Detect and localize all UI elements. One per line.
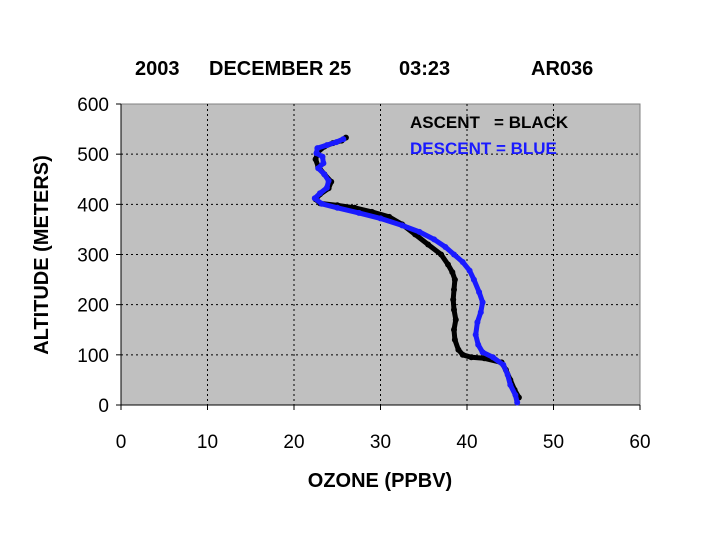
descent-point	[333, 139, 340, 146]
descent-point	[334, 204, 341, 211]
ascent-point	[445, 261, 451, 268]
ascent-point	[451, 306, 457, 313]
descent-point	[474, 319, 481, 326]
y-axis-label: ALTITUDE (METERS)	[31, 155, 53, 355]
x-tick-label: 10	[197, 432, 218, 453]
ascent-point	[481, 355, 488, 362]
descent-point	[320, 160, 327, 167]
chart-title: 2003 DECEMBER 25 03:23 AR036	[135, 58, 593, 80]
ascent-point	[468, 354, 475, 361]
title-year: 2003	[135, 58, 180, 80]
x-tick-label: 60	[629, 432, 650, 453]
y-tick-label: 500	[77, 145, 109, 166]
ascent-point	[451, 326, 457, 333]
descent-point	[319, 153, 326, 160]
descent-point	[507, 381, 514, 388]
x-tick-labels: 0 10 20 30 40 50 60	[116, 432, 651, 453]
descent-point	[431, 236, 438, 243]
x-tick-label: 30	[370, 432, 391, 453]
descent-point	[504, 371, 511, 378]
descent-point	[442, 244, 449, 250]
ascent-point	[450, 296, 457, 303]
descent-point	[470, 276, 477, 283]
descent-point	[399, 222, 406, 229]
descent-point	[459, 259, 466, 265]
descent-point	[512, 392, 519, 398]
descent-point	[479, 349, 486, 356]
legend-ascent: ASCENT = BLACK	[410, 113, 569, 132]
ascent-point	[459, 351, 466, 358]
descent-point	[416, 228, 423, 235]
axis-ticks	[116, 103, 641, 410]
y-tick-label: 100	[77, 346, 109, 367]
descent-point	[311, 195, 318, 202]
legend-descent: DESCENT = BLUE	[410, 139, 557, 158]
descent-point	[340, 136, 347, 143]
x-tick-label: 40	[456, 432, 477, 453]
title-flight-id: AR036	[531, 58, 593, 80]
descent-point	[451, 251, 457, 258]
ascent-point	[312, 156, 319, 163]
descent-point	[318, 200, 325, 207]
x-tick-label: 50	[543, 432, 564, 453]
descent-point	[377, 215, 384, 222]
title-date: DECEMBER 25	[209, 58, 351, 80]
ascent-point	[438, 251, 445, 258]
ascent-point	[455, 346, 462, 353]
descent-point	[475, 341, 482, 348]
y-tick-label: 0	[98, 396, 109, 417]
gridlines	[121, 104, 640, 405]
title-time: 03:23	[399, 58, 450, 80]
y-tick-label: 300	[77, 246, 109, 267]
ascent-point	[449, 269, 456, 276]
descent-point	[323, 142, 330, 149]
y-tick-label: 200	[77, 296, 109, 317]
y-tick-labels: 0 100 200 300 400 500 600	[77, 95, 109, 417]
x-tick-label: 0	[116, 432, 127, 453]
descent-series	[311, 136, 521, 406]
x-axis-label: OZONE (PPBV)	[308, 470, 452, 492]
legend: ASCENT = BLACK DESCENT = BLUE	[410, 113, 569, 158]
descent-point	[317, 190, 323, 197]
ascent-point	[451, 286, 457, 293]
descent-point	[472, 331, 479, 338]
ascent-point	[451, 336, 458, 343]
y-tick-label: 400	[77, 195, 109, 216]
descent-point	[325, 177, 332, 184]
descent-point	[514, 399, 521, 406]
descent-point	[314, 145, 321, 152]
descent-point	[500, 361, 507, 368]
ascent-point	[452, 316, 459, 323]
descent-point	[476, 289, 483, 296]
descent-point	[313, 150, 320, 157]
descent-point	[477, 309, 484, 316]
descent-point	[466, 267, 473, 274]
descent-point	[355, 209, 362, 216]
x-tick-label: 20	[283, 432, 304, 453]
descent-point	[479, 299, 486, 306]
descent-point	[323, 184, 330, 191]
descent-point	[321, 171, 328, 178]
ascent-point	[425, 241, 432, 248]
descent-point	[489, 354, 496, 361]
descent-point	[315, 165, 322, 172]
y-tick-label: 600	[77, 95, 109, 116]
data-series	[311, 134, 522, 406]
ascent-point	[451, 276, 458, 283]
